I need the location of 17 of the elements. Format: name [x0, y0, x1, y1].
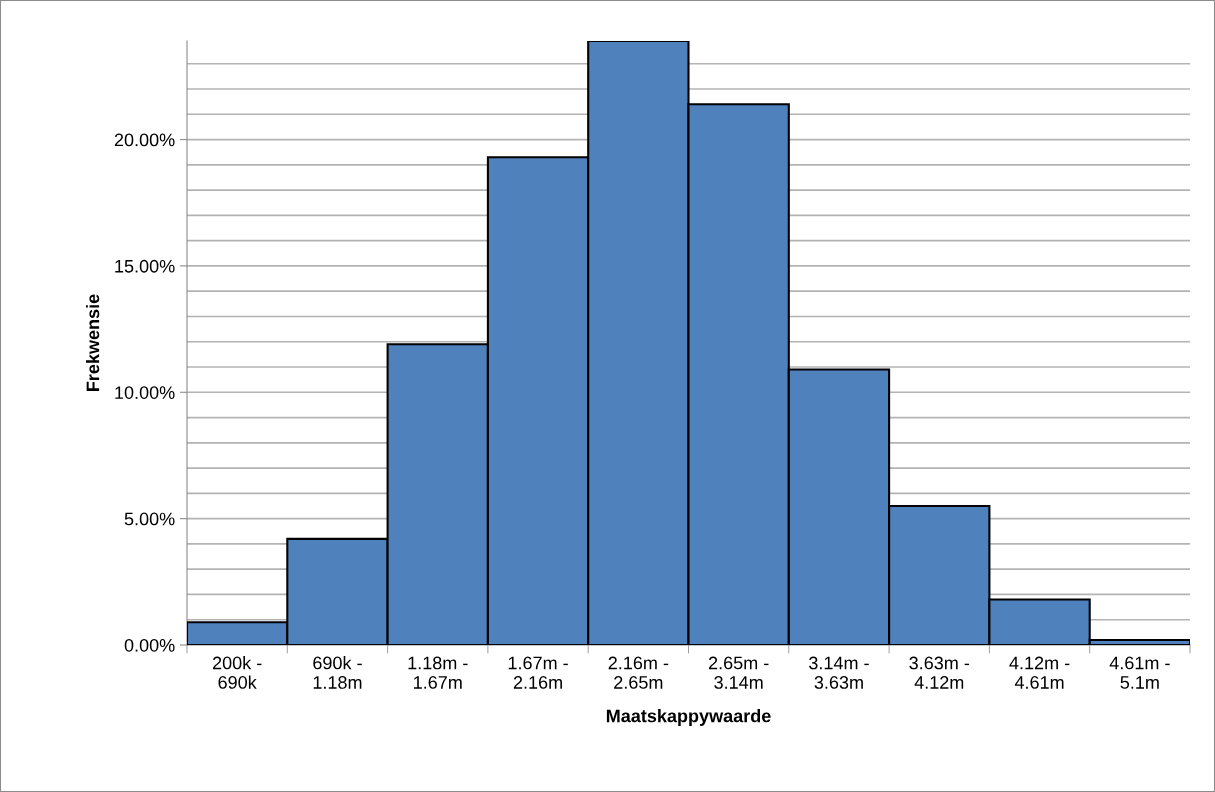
- x-tick-label: 3.14m - 3.63m: [809, 656, 869, 689]
- x-tick-label: 1.67m - 2.16m: [508, 656, 568, 689]
- y-tick-label: 20.00%: [114, 133, 175, 147]
- x-tick-label: 4.12m - 4.61m: [1009, 656, 1070, 689]
- x-tick-label: 1.18m - 1.67m: [408, 656, 468, 689]
- x-tick-label: 3.63m - 4.12m: [909, 656, 970, 689]
- x-tick-label: 2.16m - 2.65m: [608, 656, 669, 689]
- x-tick-label: 690k - 1.18m: [313, 656, 362, 689]
- x-tick-label: 200k - 690k: [212, 656, 262, 689]
- y-tick-label: 15.00%: [115, 259, 175, 273]
- x-tick-label: 2.65m - 3.14m: [708, 656, 769, 689]
- y-axis-title: Frekwensie: [86, 294, 100, 391]
- y-tick-label: 0.00%: [124, 638, 175, 652]
- x-tick-label: 4.61m - 5.1m: [1109, 656, 1170, 689]
- y-tick-label: 5.00%: [124, 512, 175, 526]
- x-axis-title: Maatskappywaarde: [606, 709, 771, 726]
- y-tick-label: 10.00%: [115, 386, 175, 399]
